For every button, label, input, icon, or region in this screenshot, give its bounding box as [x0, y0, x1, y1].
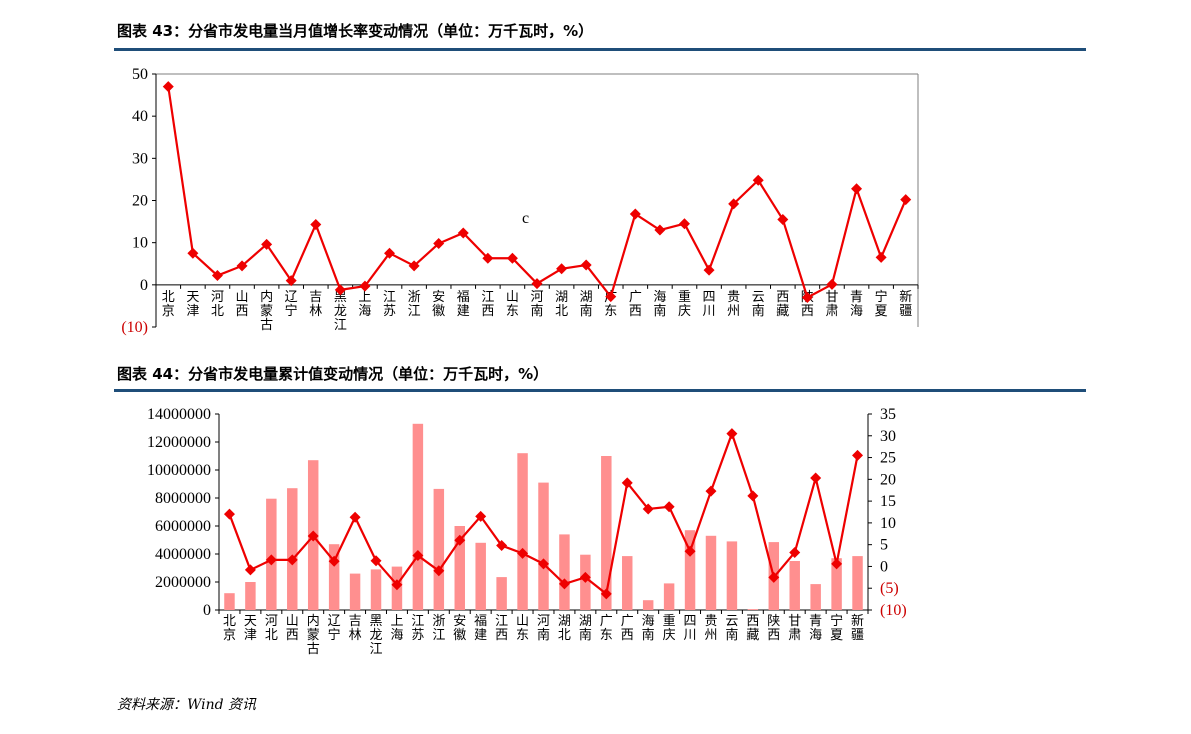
chart-43-point	[801, 291, 813, 303]
chart-43-point	[777, 213, 789, 225]
chart-43-point	[654, 224, 666, 236]
chart-43-category-label: 云南	[752, 290, 765, 319]
chart-43-point	[310, 219, 322, 231]
chart-43-point	[384, 247, 396, 259]
chart-43-series-line	[167, 86, 907, 300]
chart-43-point	[187, 247, 199, 259]
chart-43-category-labels: 北京天津河北山西内蒙古辽宁吉林黑龙江上海江苏浙江安徽福建江西山东河南湖北湖南广东…	[162, 289, 912, 333]
chart-43-category-label: 海南	[653, 290, 666, 319]
chart-43-point	[703, 264, 715, 276]
chart-43-category-label: 安徽	[432, 290, 445, 319]
chart-43-category-label: 贵州	[727, 290, 740, 319]
chart-43-category-label: 辽宁	[285, 290, 298, 319]
chart-43-point	[482, 252, 494, 264]
chart-43-category-label: 甘肃	[825, 290, 838, 319]
chart-43-point	[236, 260, 248, 272]
chart-43-points	[162, 81, 912, 303]
chart-43-point	[605, 291, 617, 303]
title-rule-2	[114, 389, 1086, 392]
chart-43-y-tick-label: 0	[140, 277, 148, 294]
chart-43-y-tick-label: 10	[132, 235, 148, 252]
chart-43-category-label: 山西	[236, 290, 249, 319]
chart-43-point	[433, 238, 445, 250]
chart-43-point	[851, 183, 863, 195]
chart-43-point	[261, 238, 273, 250]
chart-43-y-tick-label: 30	[132, 150, 148, 167]
chart-43-point	[752, 174, 764, 186]
chart-43-point	[678, 218, 690, 230]
chart-43-category-label: 广西	[629, 290, 642, 319]
figure-44-title: 图表 44：分省市发电量累计值变动情况（单位：万千瓦时，%）	[117, 365, 549, 383]
chart-43-category-label: 吉林	[309, 290, 322, 319]
chart-43-y-tick-label: (10)	[121, 319, 148, 336]
chart-43-category-label: 福建	[457, 290, 470, 319]
chart-43-point	[211, 270, 223, 282]
chart-43-category-label: 江西	[481, 290, 494, 319]
chart-43-category-label: 重庆	[678, 289, 691, 319]
chart-43-category-label: 青海	[850, 290, 863, 319]
chart-43-stray-label: c	[522, 210, 529, 227]
chart-43-point	[556, 263, 568, 275]
chart-43-category-label: 江苏	[383, 290, 396, 319]
chart-43-y-tick-label: 40	[132, 108, 148, 125]
chart-43-line	[167, 86, 907, 300]
chart-43-category-label: 四川	[703, 290, 716, 319]
chart-43-category-label: 北京	[162, 290, 175, 319]
source-note: 资料来源：Wind 资讯	[117, 697, 257, 713]
chart-43-category-label: 山东	[506, 290, 519, 319]
title-rule-1	[114, 48, 1086, 51]
chart-43-category-label: 内蒙古	[260, 289, 273, 333]
chart-43-point	[900, 194, 912, 206]
chart-43-y-tick-label: 50	[132, 66, 148, 83]
chart-43-point	[408, 260, 420, 272]
chart-43-category-label: 湖南	[580, 290, 593, 319]
chart-43-category-label: 宁夏	[875, 289, 888, 319]
chart-43-category-label: 西藏	[776, 290, 789, 319]
chart-43-point	[826, 278, 838, 290]
chart-43-y-ticks: (10) 0 10 20 30 40 50	[121, 66, 156, 336]
chart-43-point	[728, 198, 740, 210]
chart-43-point	[875, 251, 887, 263]
chart-43-point	[457, 227, 469, 239]
chart-43-category-label: 新疆	[899, 289, 912, 319]
chart-43-category-label: 河北	[211, 290, 224, 319]
chart-43-point	[359, 280, 371, 292]
chart-43-y-tick-label: 20	[132, 193, 148, 210]
chart-43-category-label: 黑龙江	[334, 290, 347, 333]
chart-43-category-label: 河南	[530, 290, 543, 319]
chart-43-point	[531, 278, 543, 290]
chart-43-point	[506, 252, 518, 264]
chart-43-category-label: 湖北	[555, 290, 568, 319]
chart-43-point	[334, 284, 346, 296]
chart-43-point	[285, 275, 297, 287]
figure-43-title: 图表 43：分省市发电量当月值增长率变动情况（单位：万千瓦时，%）	[117, 22, 594, 40]
chart-43-category-label: 浙江	[408, 290, 421, 319]
chart-43-point	[580, 259, 592, 271]
chart-43-point	[162, 81, 174, 93]
chart-43-category-label: 天津	[186, 290, 199, 319]
chart-43-category-label: 上海	[358, 290, 371, 319]
chart-43-point	[629, 208, 641, 220]
